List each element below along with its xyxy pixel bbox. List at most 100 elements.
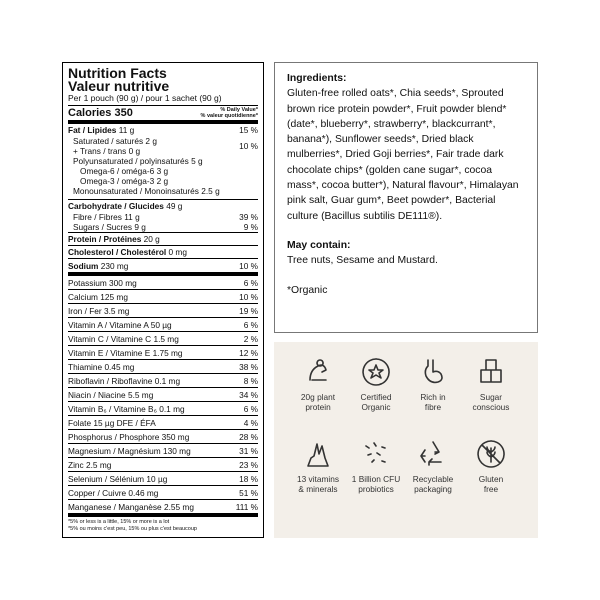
nutrition-facts: Nutrition Facts Valeur nutritive Per 1 p…: [62, 62, 264, 538]
dv-header: % Daily Value* % valeur quotidienne*: [201, 107, 258, 119]
nutrient: Fat / Lipides 11 g: [68, 125, 134, 135]
nutrient-row: Calcium 125 mg 10 %: [68, 289, 258, 303]
nutrient-amount: 1.5 mg: [153, 333, 179, 344]
nutrient-row: Protein / Protéines 20 g: [68, 232, 258, 245]
nutrient-row: Omega-3 / oméga-3 2 g: [68, 176, 258, 186]
nutrient: Iron / Fer 3.5 mg: [68, 306, 129, 316]
nutrient-label: Carbohydrate / Glucides: [68, 201, 164, 211]
nutrient-amount: 130 mg: [163, 445, 191, 456]
icon-shape: [424, 359, 443, 384]
nutrient-row: Fibre / Fibres 11 g 39 %: [68, 212, 258, 222]
nutrient-row: Fat / Lipides 11 g 15 %: [68, 124, 258, 136]
nutrient-label: Calcium: [68, 291, 98, 302]
nutrient-row: Omega-6 / oméga-6 3 g: [68, 166, 258, 176]
nutrient-row: Polyunsaturated / polyinsaturés 5 g: [68, 156, 258, 166]
daily-value: 38 %: [239, 361, 258, 372]
nutrient: Omega-6 / oméga-6 3 g: [80, 166, 168, 176]
ingredients-panel: Ingredients: Gluten-free rolled oats*, C…: [274, 62, 538, 333]
icon-shape: [477, 440, 505, 468]
daily-value: 34 %: [239, 389, 258, 400]
ingredients-text: Gluten-free rolled oats*, Chia seeds*, S…: [287, 88, 519, 222]
nutrient-amount: 0.1 mg: [159, 403, 185, 414]
feature-label: Sugar: [479, 392, 503, 402]
calories-row: Calories 350 % Daily Value* % valeur quo…: [68, 106, 258, 124]
daily-value: 15 %: [239, 125, 258, 135]
nutrient-row: Selenium / Sélénium 10 µg 18 %: [68, 471, 258, 485]
icon-shape: [307, 443, 329, 467]
feature-label: Certified: [360, 392, 392, 402]
feature: 13 vitamins & minerals: [286, 438, 350, 494]
nutrient-row: Iron / Fer 3.5 mg 19 %: [68, 303, 258, 317]
daily-value: 31 %: [239, 445, 258, 456]
nutrient: Potassium 300 mg: [68, 278, 137, 288]
feature-icon: [309, 359, 327, 381]
feature-label: Gluten: [478, 474, 504, 484]
nutrient-amount: 5.5 mg: [127, 389, 154, 400]
daily-value: 9 %: [243, 222, 258, 232]
nutrient-amount: 0.46 mg: [128, 487, 159, 498]
feature-label: packaging: [414, 484, 452, 494]
dv-header-en: % Daily Value*: [220, 107, 258, 113]
nutrient-label: + Trans / trans: [73, 146, 127, 156]
nutrient-label: Thiamine: [68, 361, 103, 372]
feature-label: & minerals: [298, 484, 338, 494]
nutrient-label: Vitamin B₆ / Vitamine B₆: [68, 403, 157, 414]
nutrient: Monounsaturated / Monoinsaturés 2.5 g: [73, 186, 220, 196]
feature-icon: [480, 359, 502, 383]
title-fr: Valeur nutritive: [68, 78, 170, 94]
feature-label: 20g plant: [300, 392, 336, 402]
nutrient-label: Monounsaturated / Monoinsaturés: [73, 186, 199, 196]
nutrient: Thiamine 0.45 mg: [68, 362, 134, 372]
footnote: *5% or less is a little, 15% or more is …: [68, 519, 258, 533]
title: Nutrition Facts: [68, 65, 167, 81]
icon-shape: [309, 359, 327, 381]
nutrient-amount: 11 g: [124, 212, 140, 222]
nutrient-amount: 20 g: [143, 234, 160, 244]
nutrient: Fibre / Fibres 11 g: [73, 212, 140, 222]
dv-header-fr: % valeur quotidienne*: [200, 113, 258, 119]
nutrient: Omega-3 / oméga-3 2 g: [80, 176, 168, 186]
nutrient-row: Monounsaturated / Monoinsaturés 2.5 g: [68, 186, 258, 196]
nutrient-amount: 5 g: [191, 156, 203, 166]
feature: Gluten free: [459, 438, 523, 494]
nutrient-amount: 3.5 mg: [103, 305, 130, 316]
nutrient-amount: 9 g: [134, 222, 146, 232]
nutrient: Vitamin E / Vitamine E 1.75 mg: [68, 348, 183, 358]
nutrient: Riboflavin / Riboflavine 0.1 mg: [68, 376, 180, 386]
nutrient: Copper / Cuivre 0.46 mg: [68, 488, 158, 498]
feature: Certified Organic: [344, 356, 408, 412]
nutrient-label: Omega-3 / oméga-3: [80, 176, 155, 186]
nutrient: Folate 15 µg DFE / ÉFA: [68, 418, 156, 428]
nutrient-label: Riboflavin / Riboflavine: [68, 375, 153, 386]
nutrient: Selenium / Sélénium 10 µg: [68, 474, 167, 484]
nutrient-amount: 125 mg: [100, 291, 128, 302]
nutrient-label: Magnesium / Magnésium: [68, 445, 161, 456]
feature-label: Organic: [361, 402, 391, 412]
nutrient-label: Fat / Lipides: [68, 125, 117, 135]
calories: Calories 350: [68, 107, 133, 119]
nutrient: Magnesium / Magnésium 130 mg: [68, 446, 191, 456]
nutrient-row: Vitamin C / Vitamine C 1.5 mg 2 %: [68, 331, 258, 345]
nutrient-row: Sugars / Sucres 9 g 9 %: [68, 222, 258, 232]
daily-value: 6 %: [243, 403, 258, 414]
nutrient-label: Sodium: [68, 260, 99, 271]
feature-icon: [424, 359, 443, 384]
daily-value: 10 %: [239, 291, 258, 302]
nutrient-row: Saturated / saturés 2 g 10 %: [68, 136, 258, 151]
nutrient-amount: 300 mg: [109, 277, 137, 288]
nutrient: Saturated / saturés 2 g: [73, 136, 157, 146]
feature-label: Rich in: [420, 392, 446, 402]
nutrient-label: Sugars / Sucres: [73, 222, 133, 232]
ingredients-heading: Ingredients:: [287, 73, 347, 84]
nutrient-label: Copper / Cuivre: [68, 487, 127, 498]
feature: Sugar conscious: [459, 356, 523, 412]
nutrient-rows: Fat / Lipides 11 g 15 % Saturated / saturé…: [68, 124, 258, 517]
nutrient-amount: 11 g: [118, 125, 135, 135]
nutrient-row: Potassium 300 mg 6 %: [68, 276, 258, 289]
nutrient: Vitamin C / Vitamine C 1.5 mg: [68, 334, 179, 344]
nutrient-row: Copper / Cuivre 0.46 mg 51 %: [68, 485, 258, 499]
nutrient: Zinc 2.5 mg: [68, 460, 111, 470]
feature-icon: [307, 443, 329, 467]
nutrient-label: Niacin / Niacine: [68, 389, 126, 400]
